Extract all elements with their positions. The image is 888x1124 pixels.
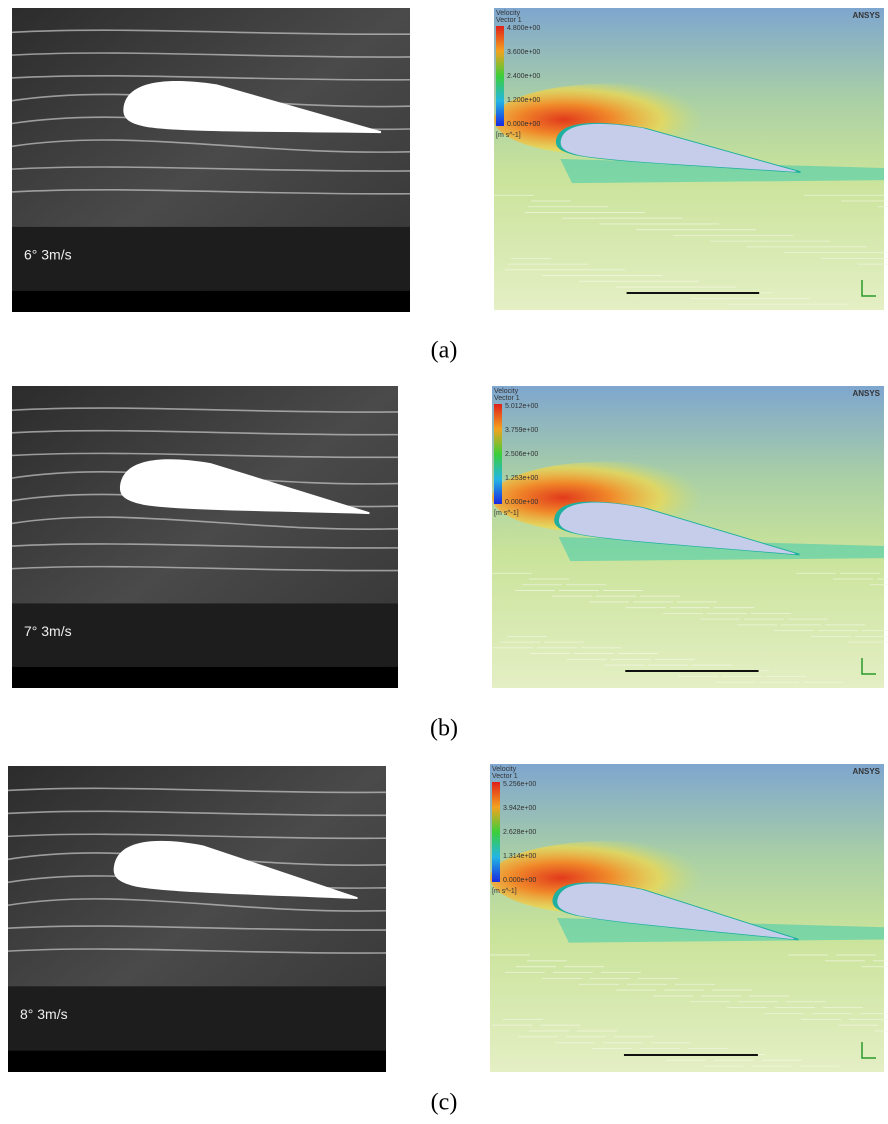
ansys-logo: ANSYS [852,389,880,398]
photo-panel: 8° 3m/s [8,766,386,1072]
photo-panel: 6° 3m/s [12,8,410,312]
color-bar [496,26,504,126]
legend-tick: 2.400e+00 [507,73,540,80]
legend-tick: 5.256e+00 [503,781,536,788]
label-band [12,227,410,291]
legend-title: Velocity [494,388,519,395]
figure: 6° 3m/sVelocityVector 14.800e+003.600e+0… [0,0,888,1124]
photo-panel: 7° 3m/s [12,386,398,688]
legend-title: Velocity [496,10,521,17]
caption: (a) [431,338,458,364]
legend-tick: 4.800e+00 [507,25,540,32]
ansys-logo: ANSYS [852,11,880,20]
bottom-band [8,1051,386,1072]
caption: (c) [431,1090,458,1116]
legend-tick: 0.000e+00 [503,877,536,884]
legend-tick: 1.200e+00 [507,97,540,104]
legend-unit: [m s^-1] [492,888,517,895]
scale-bar [627,292,760,294]
legend-tick: 2.628e+00 [503,829,536,836]
scale-bar [625,670,758,672]
legend-tick: 3.759e+00 [505,427,538,434]
legend-title: Vector 1 [494,395,520,402]
photo-label: 7° 3m/s [24,623,72,639]
legend-tick: 1.253e+00 [505,475,538,482]
color-bar [492,782,500,882]
legend-tick: 0.000e+00 [505,499,538,506]
legend-tick: 0.000e+00 [507,121,540,128]
legend-title: Vector 1 [496,17,522,24]
bottom-band [12,667,398,688]
legend-tick: 1.314e+00 [503,853,536,860]
legend-tick: 2.506e+00 [505,451,538,458]
legend-title: Vector 1 [492,773,518,780]
legend-tick: 3.600e+00 [507,49,540,56]
photo-label: 6° 3m/s [24,246,72,262]
ansys-logo: ANSYS [852,767,880,776]
scale-bar [624,1054,758,1056]
bottom-band [12,291,410,312]
photo-label: 8° 3m/s [20,1006,68,1022]
legend-tick: 5.012e+00 [505,403,538,410]
color-bar [494,404,502,504]
legend-unit: [m s^-1] [494,510,519,517]
legend-tick: 3.942e+00 [503,805,536,812]
legend-unit: [m s^-1] [496,132,521,139]
caption: (b) [430,716,458,742]
legend-title: Velocity [492,766,517,773]
